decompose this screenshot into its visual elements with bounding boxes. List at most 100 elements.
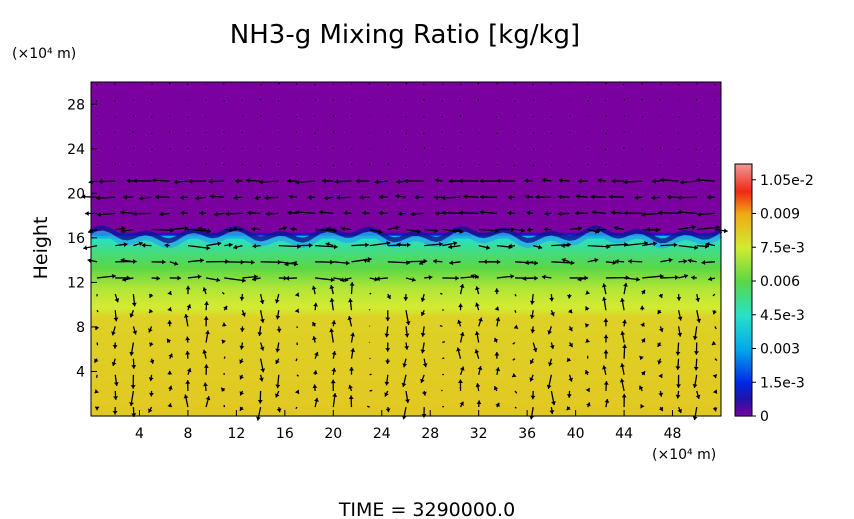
colorbar-segment <box>735 193 752 197</box>
colorbar-segment <box>735 403 752 407</box>
wind-vectors <box>81 82 728 421</box>
wind-vector <box>405 260 428 263</box>
heatmap-band <box>91 162 721 167</box>
wind-vector-head <box>477 366 483 371</box>
heatmap-band <box>91 299 721 303</box>
colorbar-segment <box>735 399 752 402</box>
wind-vector-head <box>530 329 536 334</box>
wind-vector-head <box>697 211 702 217</box>
wind-vector-head <box>129 402 134 406</box>
wind-vector-head <box>458 303 464 308</box>
heatmap-band <box>91 176 721 181</box>
wind-vector-head <box>639 356 644 361</box>
colorbar-segment <box>735 346 752 350</box>
wind-vector <box>641 82 643 85</box>
wind-vector-head <box>340 277 345 283</box>
wind-vector-head <box>275 384 281 389</box>
colorbar-segment <box>735 208 752 211</box>
wind-vector-head <box>202 287 208 292</box>
wind-vector-head <box>550 311 555 317</box>
wind-vector-head <box>639 305 645 310</box>
wind-vector <box>441 115 443 118</box>
wind-vector-head <box>420 378 425 383</box>
heatmap-band <box>91 93 721 97</box>
colorbar-segment <box>735 363 752 367</box>
colorbar-segment <box>735 338 752 341</box>
wind-vector-head <box>257 399 263 404</box>
wind-vector-head <box>416 228 421 234</box>
heatmap-band <box>91 249 721 253</box>
wind-vector-head <box>526 227 531 233</box>
wind-vector-head <box>259 377 264 382</box>
wind-vector-head <box>456 347 461 352</box>
heatmap-band <box>91 187 721 192</box>
wind-vector-head <box>420 311 426 316</box>
colorbar-segment <box>735 397 752 400</box>
wind-vector-head <box>288 194 293 200</box>
wind-vector-head <box>183 313 189 318</box>
colorbar-label: 0.009 <box>760 207 800 223</box>
colorbar-segment <box>735 365 752 369</box>
y-axis-unit: (×10⁴ m) <box>12 46 76 62</box>
wind-vector-head <box>162 259 166 265</box>
wind-vector-head <box>256 416 261 421</box>
wind-vector-head <box>493 386 499 391</box>
heatmap-band <box>91 159 721 164</box>
colorbar-segment <box>735 409 752 413</box>
wind-vector-head <box>264 195 269 201</box>
wind-vector-head <box>185 336 191 341</box>
colorbar-segment <box>735 260 752 264</box>
wind-vector-head <box>677 332 683 337</box>
wind-vector <box>221 291 225 295</box>
wind-vector <box>313 83 316 86</box>
colorbar-segment <box>735 199 752 203</box>
colorbar-segment <box>735 317 752 320</box>
wind-vector-head <box>640 371 646 376</box>
wind-vector-head <box>525 260 529 265</box>
wind-vector-head <box>624 210 628 216</box>
heatmap-band <box>91 190 721 194</box>
wind-vector-head <box>138 241 143 247</box>
heatmap-band <box>91 351 721 356</box>
wind-vector-head <box>723 228 728 234</box>
wind-vector-head <box>641 212 646 217</box>
wind-vector <box>460 131 462 134</box>
wind-vector <box>223 356 226 359</box>
wind-vector-head <box>232 226 237 232</box>
wind-vector-head <box>513 324 518 329</box>
wind-vector-head <box>511 226 515 232</box>
wind-vector-head <box>603 334 609 339</box>
wind-vector <box>441 163 444 166</box>
wind-vector-head <box>283 275 288 281</box>
x-tick-label: 44 <box>615 426 633 442</box>
wind-vector-head <box>441 210 446 216</box>
wind-vector-head <box>330 379 336 384</box>
wind-vector-head <box>695 297 701 302</box>
wind-vector <box>315 245 338 248</box>
wind-vector-head <box>695 177 700 183</box>
wind-vector-head <box>529 314 535 319</box>
wind-vector-head <box>129 313 135 318</box>
wind-vector-head <box>508 194 512 200</box>
colorbar-segment <box>735 235 752 239</box>
wind-vector-head <box>325 242 330 247</box>
colorbar-segment <box>735 224 752 228</box>
wind-vector-head <box>577 276 582 282</box>
wind-vector-head <box>307 194 312 200</box>
colorbar-segment <box>735 231 752 234</box>
wind-vector-head <box>148 408 153 413</box>
wind-vector-head <box>112 345 118 349</box>
wind-vector <box>96 342 99 346</box>
wind-vector-head <box>549 297 555 302</box>
wind-vector-head <box>223 305 228 311</box>
wind-vector-head <box>185 285 191 290</box>
wind-vector-head <box>225 211 230 217</box>
heatmap-band <box>91 171 721 175</box>
wind-vector-head <box>695 394 701 399</box>
colorbar-segment <box>735 411 752 415</box>
wind-vector-head <box>611 178 616 184</box>
wind-vector-head <box>677 209 682 215</box>
wind-vector <box>387 261 410 264</box>
wind-vector-head <box>385 408 391 413</box>
wind-vector <box>151 228 174 232</box>
